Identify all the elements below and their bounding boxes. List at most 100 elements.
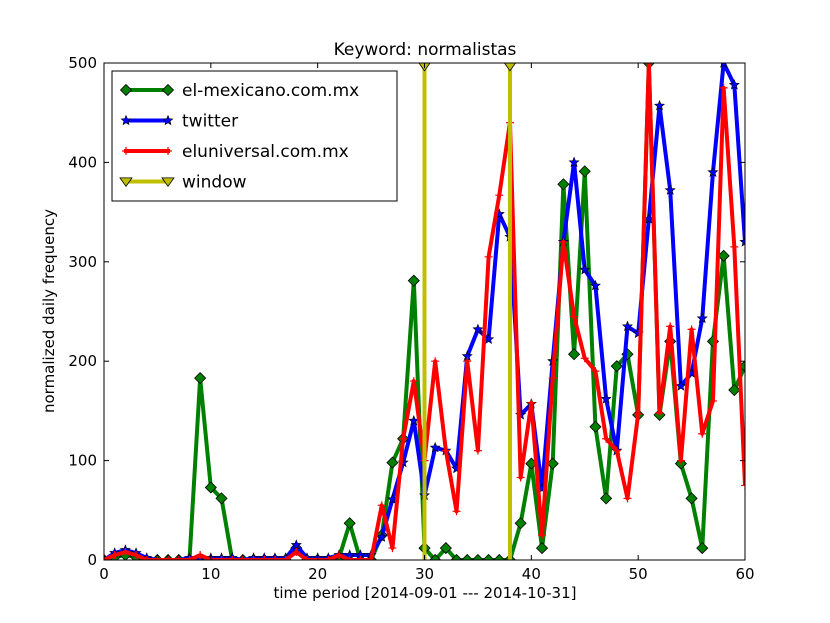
data-point bbox=[634, 409, 643, 418]
data-point bbox=[741, 481, 745, 490]
data-point bbox=[482, 553, 495, 560]
data-point bbox=[215, 492, 228, 505]
data-point bbox=[739, 236, 745, 247]
data-point bbox=[546, 457, 559, 470]
data-point bbox=[612, 446, 621, 455]
data-point bbox=[110, 551, 119, 560]
legend-label: eluniversal.com.mx bbox=[182, 142, 349, 162]
data-point bbox=[238, 556, 247, 560]
data-point bbox=[376, 531, 388, 542]
data-point bbox=[719, 83, 728, 92]
legend-label: twitter bbox=[182, 112, 238, 132]
data-point bbox=[441, 446, 450, 455]
x-tick-label: 50 bbox=[629, 565, 648, 583]
legend-item: eluniversal.com.mx bbox=[122, 142, 349, 162]
data-point bbox=[685, 492, 698, 505]
data-point bbox=[399, 434, 408, 443]
data-point bbox=[570, 312, 579, 321]
data-point bbox=[580, 354, 589, 363]
legend-marker bbox=[120, 114, 132, 126]
data-point bbox=[292, 548, 301, 557]
data-point bbox=[644, 63, 653, 67]
data-point bbox=[591, 367, 600, 376]
data-point bbox=[429, 553, 442, 560]
data-point bbox=[708, 396, 717, 405]
data-point bbox=[439, 542, 452, 555]
data-point bbox=[493, 553, 506, 560]
y-tick-label: 400 bbox=[68, 153, 97, 171]
data-point bbox=[471, 553, 484, 560]
data-point bbox=[535, 542, 549, 555]
data-point bbox=[335, 551, 344, 560]
data-point bbox=[728, 383, 741, 397]
legend-marker bbox=[119, 177, 133, 187]
data-point bbox=[356, 556, 365, 560]
legend-marker bbox=[164, 147, 172, 155]
data-point bbox=[472, 323, 484, 335]
data-point bbox=[717, 249, 730, 262]
x-tick-label: 0 bbox=[99, 565, 109, 583]
data-point bbox=[527, 398, 536, 407]
y-tick-label: 0 bbox=[87, 551, 97, 569]
legend-marker bbox=[162, 114, 174, 126]
data-point bbox=[696, 542, 709, 555]
data-point bbox=[655, 408, 664, 417]
legend-marker bbox=[119, 83, 133, 97]
data-point bbox=[260, 556, 269, 560]
data-point bbox=[367, 556, 376, 560]
data-point bbox=[281, 556, 290, 560]
data-point bbox=[174, 556, 183, 560]
data-point bbox=[121, 548, 130, 557]
data-point bbox=[450, 553, 463, 560]
data-point bbox=[495, 191, 504, 200]
data-point bbox=[388, 544, 397, 553]
data-point bbox=[589, 279, 601, 291]
data-point bbox=[463, 357, 472, 366]
data-point bbox=[557, 178, 570, 191]
data-point bbox=[473, 446, 482, 455]
data-point bbox=[302, 556, 311, 560]
data-point bbox=[270, 556, 279, 560]
data-point bbox=[666, 322, 675, 331]
data-point bbox=[249, 556, 258, 560]
data-point bbox=[589, 420, 602, 433]
data-point bbox=[153, 556, 162, 560]
y-tick-label: 300 bbox=[68, 253, 97, 271]
data-point bbox=[407, 274, 420, 287]
data-point bbox=[431, 357, 440, 366]
window-marker bbox=[503, 63, 517, 72]
data-point bbox=[228, 556, 237, 560]
data-point bbox=[602, 434, 611, 443]
x-tick-label: 40 bbox=[522, 565, 541, 583]
x-tick-label: 20 bbox=[308, 565, 327, 583]
data-point bbox=[623, 494, 632, 503]
data-point bbox=[194, 372, 207, 385]
data-point bbox=[185, 556, 194, 560]
data-point bbox=[730, 242, 739, 251]
data-point bbox=[484, 252, 493, 261]
y-tick-label: 500 bbox=[68, 54, 97, 72]
data-point bbox=[728, 79, 740, 90]
y-tick-label: 200 bbox=[68, 352, 97, 370]
data-point bbox=[386, 456, 399, 469]
data-point bbox=[452, 507, 461, 516]
data-point bbox=[461, 553, 474, 560]
data-point bbox=[538, 531, 547, 540]
legend-item: el-mexicano.com.mx bbox=[119, 81, 359, 101]
data-point bbox=[610, 360, 623, 373]
data-point bbox=[664, 184, 676, 195]
data-point bbox=[676, 456, 685, 465]
x-tick-label: 60 bbox=[735, 565, 754, 583]
legend-item: twitter bbox=[120, 112, 238, 132]
legend-marker bbox=[161, 83, 175, 97]
data-point bbox=[217, 556, 226, 560]
data-point bbox=[559, 237, 568, 246]
data-point bbox=[132, 551, 141, 560]
data-point bbox=[324, 556, 333, 560]
data-point bbox=[621, 320, 634, 332]
x-tick-label: 30 bbox=[415, 565, 434, 583]
legend-marker bbox=[122, 147, 130, 155]
data-point bbox=[514, 517, 527, 530]
